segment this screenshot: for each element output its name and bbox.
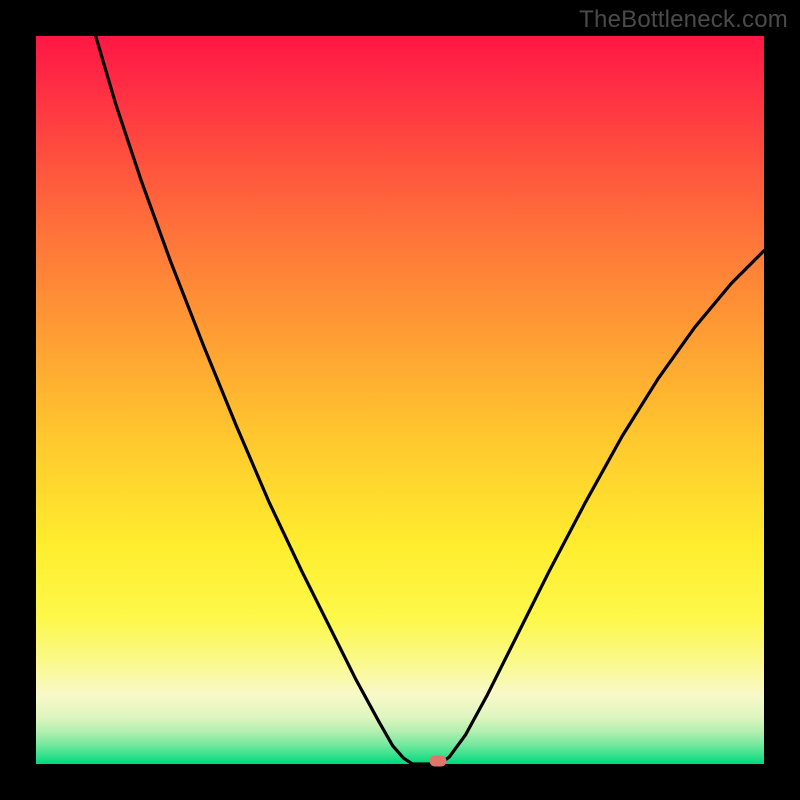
plot-background-gradient — [36, 36, 764, 764]
plot-area — [36, 36, 764, 764]
optimum-marker — [429, 756, 446, 767]
chart-container: TheBottleneck.com — [0, 0, 800, 800]
watermark-text: TheBottleneck.com — [579, 6, 788, 34]
